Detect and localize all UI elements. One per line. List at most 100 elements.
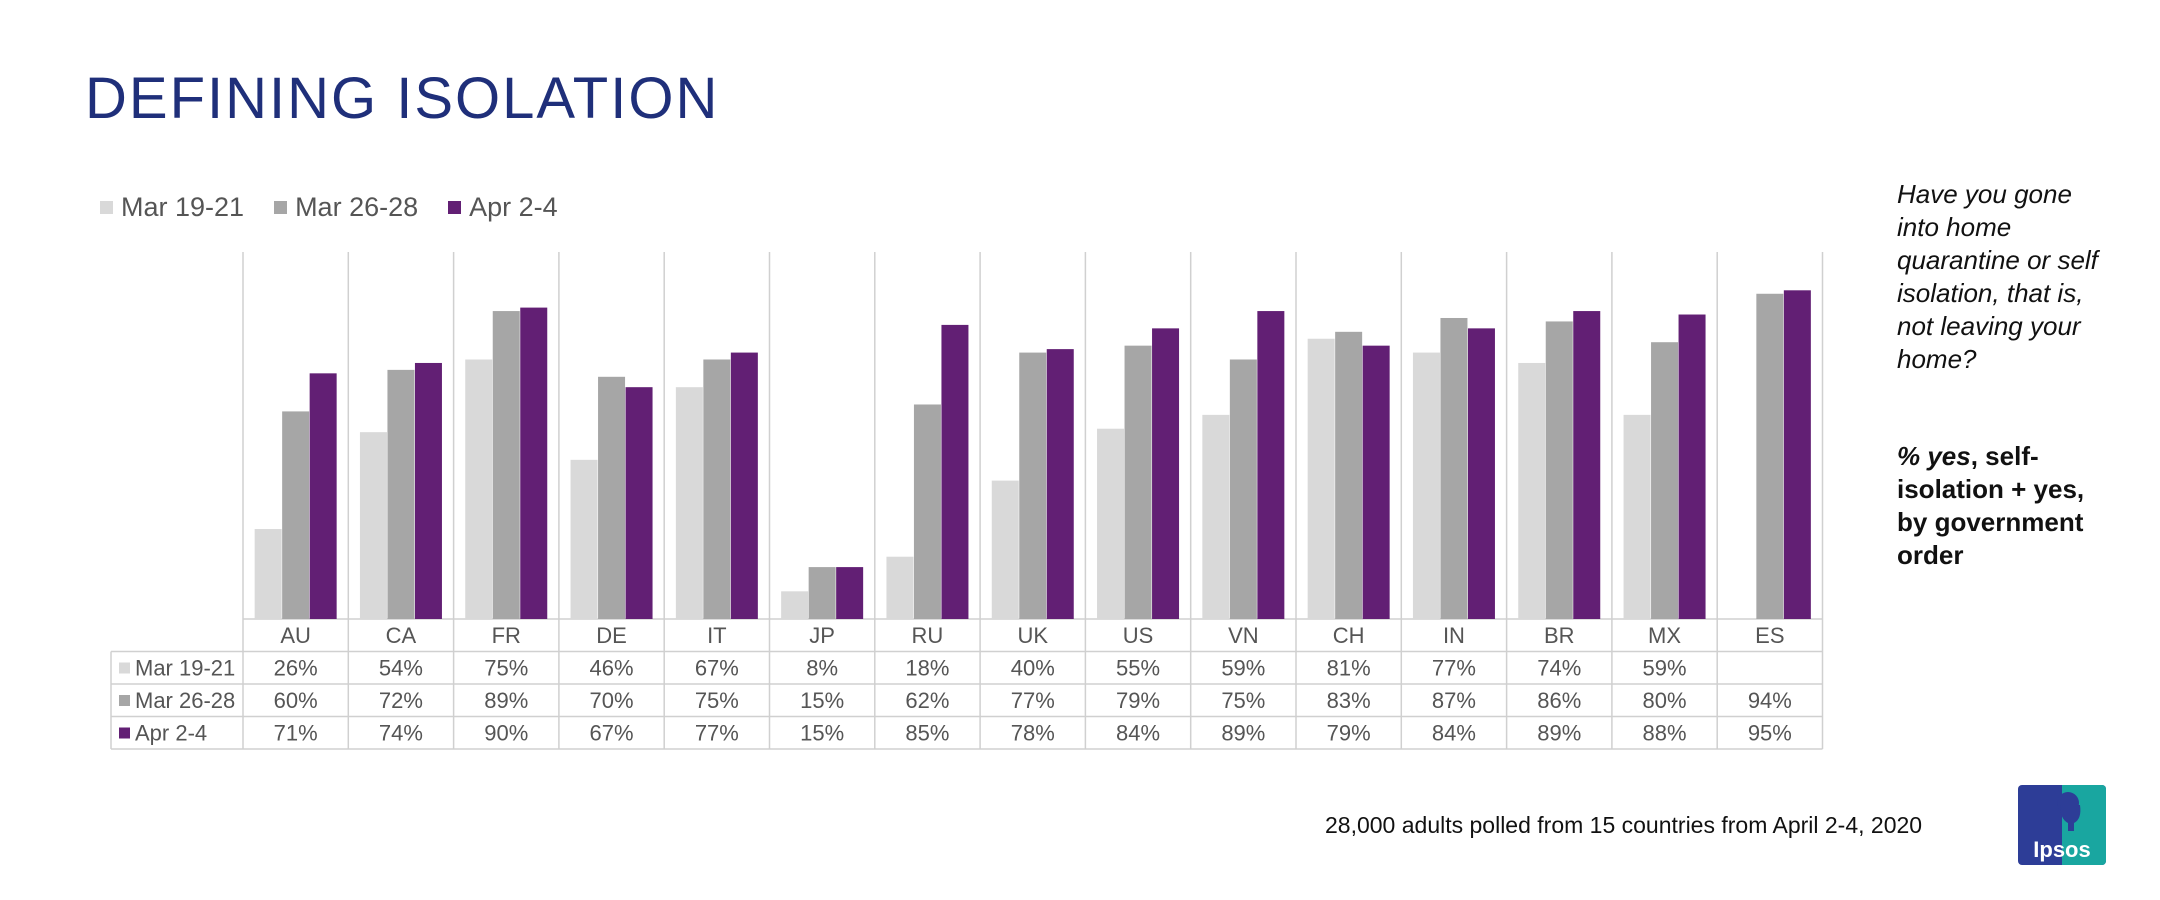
category-label-de: DE	[596, 623, 627, 648]
bar-us-series-1	[1097, 428, 1125, 619]
data-label-us-series-1: 55%	[1116, 656, 1160, 681]
legend-label-series-3: Apr 2-4	[469, 192, 558, 222]
bar-es-series-2	[1756, 293, 1784, 619]
data-label-ru-series-2: 62%	[905, 688, 949, 713]
data-label-mx-series-1: 59%	[1643, 656, 1687, 681]
bar-ca-series-2	[387, 369, 415, 619]
data-label-fr-series-2: 89%	[484, 688, 528, 713]
data-label-ch-series-3: 79%	[1327, 721, 1371, 746]
metric-rest: , self-isolation + yes, by government or…	[1897, 441, 2085, 570]
bar-ru-series-1	[886, 556, 914, 619]
bar-ru-series-2	[913, 404, 941, 619]
bar-mx-series-1	[1623, 414, 1651, 619]
bar-it-series-1	[675, 387, 703, 619]
bar-au-series-2	[282, 411, 310, 619]
bar-br-series-2	[1545, 321, 1573, 619]
data-label-au-series-1: 26%	[274, 656, 318, 681]
data-label-vn-series-2: 75%	[1221, 688, 1265, 713]
bar-vn-series-3	[1257, 311, 1285, 619]
table-legend-key-series-2	[119, 695, 130, 706]
table-legend-key-series-3	[119, 727, 130, 739]
metric-definition: % yes, self-isolation + yes, by governme…	[1897, 440, 2097, 572]
bar-ca-series-1	[359, 432, 387, 619]
legend-item-series-3: Apr 2-4	[448, 192, 558, 223]
data-label-jp-series-1: 8%	[806, 656, 838, 681]
data-label-br-series-1: 74%	[1537, 656, 1581, 681]
sample-footnote: 28,000 adults polled from 15 countries f…	[1325, 812, 1923, 838]
bar-vn-series-1	[1202, 414, 1230, 619]
data-label-uk-series-1: 40%	[1011, 656, 1055, 681]
data-label-ch-series-2: 83%	[1327, 688, 1371, 713]
category-label-uk: UK	[1017, 623, 1048, 648]
category-label-in: IN	[1443, 623, 1465, 648]
category-label-ca: CA	[386, 623, 417, 648]
bar-jp-series-2	[808, 567, 836, 619]
data-label-de-series-2: 70%	[590, 688, 634, 713]
category-label-br: BR	[1544, 623, 1575, 648]
table-row-label-series-2: Mar 26-28	[135, 688, 235, 713]
legend-label-series-2: Mar 26-28	[295, 192, 419, 222]
data-label-uk-series-2: 77%	[1011, 688, 1055, 713]
data-label-fr-series-3: 90%	[484, 721, 528, 746]
data-label-es-series-2: 94%	[1748, 688, 1792, 713]
data-label-mx-series-3: 88%	[1643, 721, 1687, 746]
logo-wordmark: Ipsos	[2033, 837, 2090, 862]
bar-de-series-3	[625, 387, 653, 619]
bar-mx-series-2	[1651, 342, 1679, 619]
data-label-br-series-2: 86%	[1537, 688, 1581, 713]
bar-us-series-2	[1124, 345, 1152, 619]
survey-question: Have you gone into home quarantine or se…	[1897, 179, 2098, 374]
data-label-us-series-3: 84%	[1116, 721, 1160, 746]
data-label-ca-series-3: 74%	[379, 721, 423, 746]
bar-br-series-1	[1518, 362, 1546, 619]
data-label-vn-series-1: 59%	[1221, 656, 1265, 681]
data-label-mx-series-2: 80%	[1643, 688, 1687, 713]
category-label-ru: RU	[912, 623, 944, 648]
data-label-de-series-3: 67%	[590, 721, 634, 746]
category-label-es: ES	[1755, 623, 1784, 648]
data-label-ch-series-1: 81%	[1327, 656, 1371, 681]
bar-de-series-1	[570, 459, 598, 619]
category-label-au: AU	[280, 623, 311, 648]
bar-in-series-3	[1467, 328, 1495, 619]
data-label-ru-series-3: 85%	[905, 721, 949, 746]
bar-ch-series-3	[1362, 345, 1390, 619]
bar-ca-series-3	[414, 362, 442, 619]
bar-in-series-1	[1412, 352, 1440, 619]
data-label-it-series-1: 67%	[695, 656, 739, 681]
table-row-label-series-3: Apr 2-4	[135, 721, 207, 746]
bar-es-series-3	[1783, 290, 1811, 619]
data-label-au-series-2: 60%	[274, 688, 318, 713]
bar-ch-series-1	[1307, 338, 1335, 619]
bar-fr-series-1	[465, 359, 493, 619]
bar-jp-series-1	[781, 591, 809, 619]
data-label-de-series-1: 46%	[590, 656, 634, 681]
bar-de-series-2	[598, 376, 626, 619]
legend-swatch-series-1	[100, 201, 113, 214]
ipsos-logo: Ipsos	[2018, 785, 2106, 865]
bar-it-series-2	[703, 359, 731, 619]
data-label-it-series-3: 77%	[695, 721, 739, 746]
legend-item-series-1: Mar 19-21	[100, 192, 244, 223]
category-label-jp: JP	[809, 623, 835, 648]
metric-prefix: % yes	[1897, 441, 1971, 471]
table-legend-key-series-1	[119, 662, 130, 674]
bar-fr-series-3	[520, 307, 548, 619]
data-label-jp-series-2: 15%	[800, 688, 844, 713]
data-label-ca-series-2: 72%	[379, 688, 423, 713]
data-label-fr-series-1: 75%	[484, 656, 528, 681]
data-label-in-series-2: 87%	[1432, 688, 1476, 713]
legend-swatch-series-2	[274, 201, 288, 214]
chart-legend: Mar 19-21 Mar 26-28 Apr 2-4	[100, 192, 558, 223]
table-row-label-series-1: Mar 19-21	[135, 656, 235, 681]
data-label-in-series-1: 77%	[1432, 656, 1476, 681]
bar-ch-series-2	[1335, 331, 1363, 619]
bar-in-series-2	[1440, 317, 1468, 619]
data-label-br-series-3: 89%	[1537, 721, 1581, 746]
data-label-vn-series-3: 89%	[1221, 721, 1265, 746]
category-label-ch: CH	[1333, 623, 1365, 648]
legend-label-series-1: Mar 19-21	[121, 192, 245, 222]
bar-us-series-3	[1152, 328, 1180, 619]
category-label-vn: VN	[1228, 623, 1259, 648]
page-title: DEFINING ISOLATION	[85, 66, 720, 131]
